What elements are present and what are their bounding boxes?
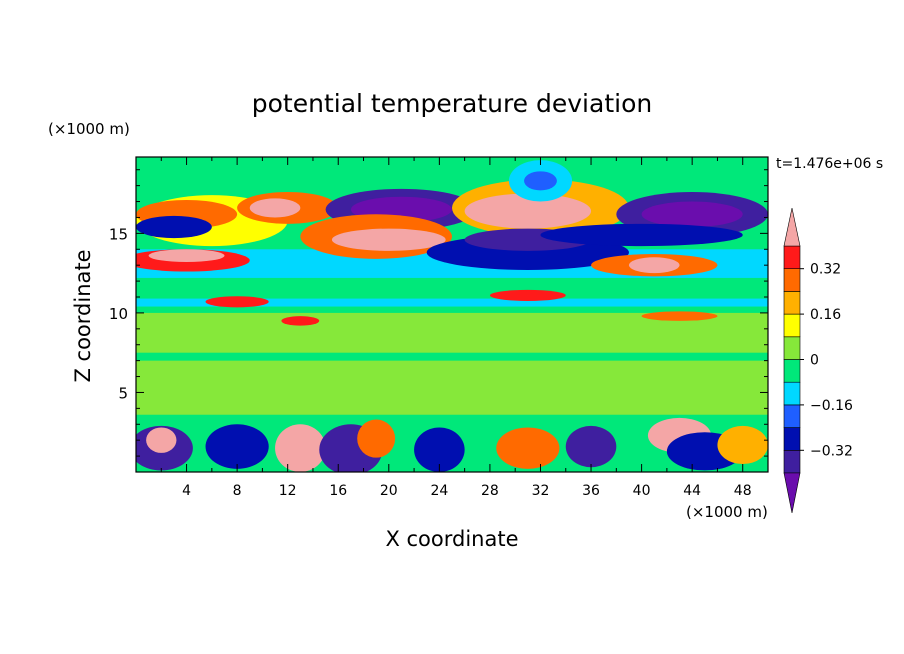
y-tick-label: 15 [109, 225, 128, 243]
y-axis-label: Z coordinate [71, 249, 95, 382]
field-contour [524, 171, 557, 191]
colorbar-segment [783, 449, 801, 474]
x-tick-label: 16 [329, 483, 347, 499]
field-contour [540, 223, 743, 247]
field-contour [281, 316, 320, 326]
field-contour [496, 427, 560, 469]
field-contour [565, 425, 617, 468]
colorbar-label: 0 [810, 353, 819, 369]
field-contour [275, 424, 326, 472]
x-tick-label: 8 [233, 483, 242, 499]
colorbar-segment [783, 245, 801, 270]
field-contour [146, 427, 177, 453]
colorbar-segment [783, 268, 801, 292]
colorbar-label: −0.16 [810, 398, 853, 414]
field-contour [489, 289, 566, 301]
field-contour [717, 425, 768, 465]
x-tick-label: 36 [582, 483, 600, 499]
colorbar-segment [783, 291, 801, 315]
field-contour [205, 424, 269, 469]
x-tick-label: 24 [430, 483, 448, 499]
colorbar-segment [783, 359, 801, 383]
field-band [136, 360, 768, 388]
colorbar-segment [783, 313, 801, 338]
colorbar: 0.32 0.16 0 −0.16 −0.32 [783, 207, 853, 514]
field-contour [641, 201, 743, 227]
x-tick-label: 20 [380, 483, 398, 499]
field-contour [249, 198, 301, 218]
x-axis-label: X coordinate [385, 527, 518, 551]
field-contour [641, 311, 718, 321]
colorbar-segment [783, 427, 801, 451]
field-contour [205, 296, 269, 308]
plot-frame [135, 156, 769, 473]
field-contour [136, 215, 212, 239]
colorbar-label: 0.32 [810, 262, 841, 278]
x-tick-label: 48 [734, 483, 752, 499]
field-contour [628, 257, 680, 274]
x-axis: 4 8 12 16 20 24 28 32 36 40 44 48 [160, 157, 752, 499]
colorbar-segment [783, 381, 801, 406]
y-tick-label: 10 [109, 305, 128, 323]
field-band [136, 298, 768, 307]
chart-title: potential temperature deviation [252, 89, 652, 118]
x-tick-label: 40 [633, 483, 651, 499]
field-contour [148, 249, 225, 262]
contour-field [136, 157, 768, 472]
colorbar-label: 0.16 [810, 307, 841, 323]
x-tick-label: 28 [481, 483, 499, 499]
field-contour [357, 419, 396, 458]
field-contour [331, 228, 446, 251]
x-tick-label: 32 [532, 483, 550, 499]
colorbar-max-arrow [783, 207, 801, 247]
x-tick-label: 44 [683, 483, 701, 499]
x-unit-label: (×1000 m) [686, 503, 768, 521]
y-tick-label: 5 [118, 384, 128, 402]
field-contour [414, 427, 465, 472]
colorbar-min-arrow [783, 472, 801, 514]
y-unit-label: (×1000 m) [48, 120, 130, 138]
x-tick-label: 4 [182, 483, 191, 499]
colorbar-segment [783, 336, 801, 360]
x-tick-label: 12 [279, 483, 297, 499]
colorbar-label: −0.32 [810, 443, 853, 459]
field-contour [464, 193, 592, 229]
colorbar-segment [783, 404, 801, 428]
time-label: t=1.476e+06 s [776, 156, 883, 172]
y-axis: 5 10 15 [109, 169, 768, 457]
